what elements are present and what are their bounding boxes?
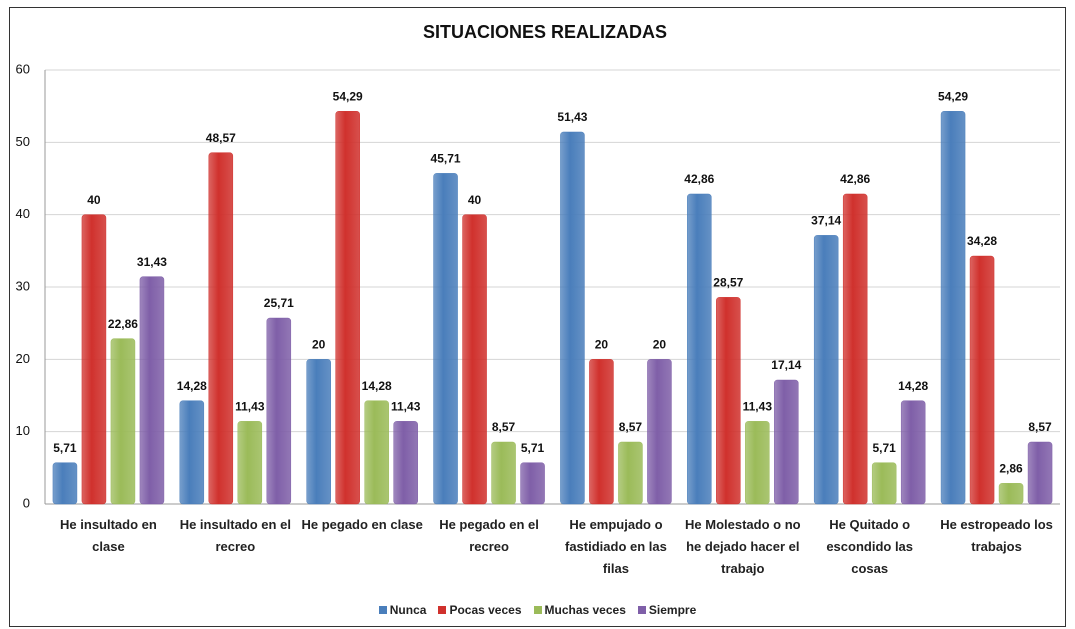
data-label: 20 <box>595 338 609 352</box>
x-tick-label: He pegado en clase <box>301 517 423 532</box>
bar <box>208 152 234 505</box>
legend-swatch <box>637 606 646 614</box>
bar <box>1027 441 1053 505</box>
chart-frame <box>9 7 1066 627</box>
bar <box>491 441 516 505</box>
data-label: 17,14 <box>771 358 801 372</box>
x-tick-label: He insultado en clase <box>60 517 157 554</box>
legend-label: Siempre <box>648 603 697 617</box>
bar <box>81 214 107 505</box>
bar <box>774 379 799 505</box>
data-label: 42,86 <box>840 172 870 186</box>
bar <box>139 276 165 505</box>
legend-item: Siempre <box>637 603 697 617</box>
y-tick-label: 10 <box>16 423 30 438</box>
data-label: 51,43 <box>557 110 587 124</box>
bar <box>462 214 487 505</box>
bar <box>433 173 458 505</box>
bar <box>618 441 643 505</box>
bar <box>998 483 1024 505</box>
data-label: 28,57 <box>713 276 743 290</box>
legend: Nunca Pocas veces Muchas veces Siempre <box>0 603 1075 617</box>
bar <box>716 297 741 505</box>
bar <box>647 359 672 505</box>
data-label: 20 <box>653 338 667 352</box>
bar <box>364 400 389 505</box>
bar <box>179 400 205 505</box>
data-label: 31,43 <box>137 255 167 269</box>
bar <box>335 111 360 505</box>
bar <box>871 462 897 505</box>
bar <box>393 421 418 505</box>
data-label: 5,71 <box>53 441 77 455</box>
data-label: 48,57 <box>206 131 236 145</box>
data-label: 14,28 <box>362 379 392 393</box>
data-label: 25,71 <box>264 296 294 310</box>
bar <box>110 338 136 505</box>
x-tick-label: He estropeado los trabajos <box>940 517 1053 554</box>
data-label: 14,28 <box>177 379 207 393</box>
bar <box>900 400 926 505</box>
legend-swatch <box>378 606 387 614</box>
data-label: 45,71 <box>431 152 461 166</box>
bar <box>813 235 839 505</box>
legend-label: Nunca <box>389 603 427 617</box>
data-label: 22,86 <box>108 317 138 331</box>
bar <box>969 255 995 505</box>
data-label: 8,57 <box>619 420 643 434</box>
legend-swatch <box>438 606 447 614</box>
chart-title: SITUACIONES REALIZADAS <box>423 22 667 42</box>
data-label: 5,71 <box>873 441 897 455</box>
data-label: 37,14 <box>811 214 841 228</box>
bar <box>687 193 712 505</box>
x-tick-label: He Molestado o no he dejado hacer el tra… <box>685 517 801 576</box>
x-tick-label: He Quitado o escondido las cosas <box>826 517 914 576</box>
legend-label: Pocas veces <box>449 603 522 617</box>
data-label: 8,57 <box>492 420 516 434</box>
bar <box>237 421 263 505</box>
legend-item: Muchas veces <box>533 603 626 617</box>
y-tick-label: 60 <box>16 61 30 76</box>
data-label: 8,57 <box>1028 420 1052 434</box>
data-label: 40 <box>87 193 101 207</box>
y-tick-label: 40 <box>16 206 30 221</box>
x-tick-label: He insultado en el recreo <box>179 517 291 554</box>
data-label: 34,28 <box>967 234 997 248</box>
data-label: 11,43 <box>391 399 421 413</box>
legend-label: Muchas veces <box>544 603 626 617</box>
data-label: 2,86 <box>999 461 1023 475</box>
bar <box>842 193 868 505</box>
bar <box>560 131 585 505</box>
bar <box>266 317 292 505</box>
bar <box>52 462 78 505</box>
bar <box>589 359 614 505</box>
bar <box>940 111 966 505</box>
y-tick-label: 20 <box>16 351 30 366</box>
legend-swatch <box>533 606 542 614</box>
bar <box>306 359 331 505</box>
bar <box>520 462 545 505</box>
y-tick-label: 0 <box>23 495 30 510</box>
legend-item: Nunca <box>378 603 427 617</box>
data-label: 14,28 <box>898 379 928 393</box>
x-tick-label: He empujado o fastidiado en las filas <box>565 517 667 576</box>
y-tick-label: 50 <box>16 134 30 149</box>
data-label: 54,29 <box>333 89 363 103</box>
x-tick-label: He pegado en el recreo <box>439 517 539 554</box>
data-label: 11,43 <box>235 399 265 413</box>
data-label: 42,86 <box>684 172 714 186</box>
bar <box>745 421 770 505</box>
y-tick-label: 30 <box>16 278 30 293</box>
data-label: 40 <box>468 193 482 207</box>
data-label: 5,71 <box>521 441 545 455</box>
data-label: 20 <box>312 338 326 352</box>
data-label: 11,43 <box>743 399 773 413</box>
legend-item: Pocas veces <box>438 603 522 617</box>
data-label: 54,29 <box>938 89 968 103</box>
